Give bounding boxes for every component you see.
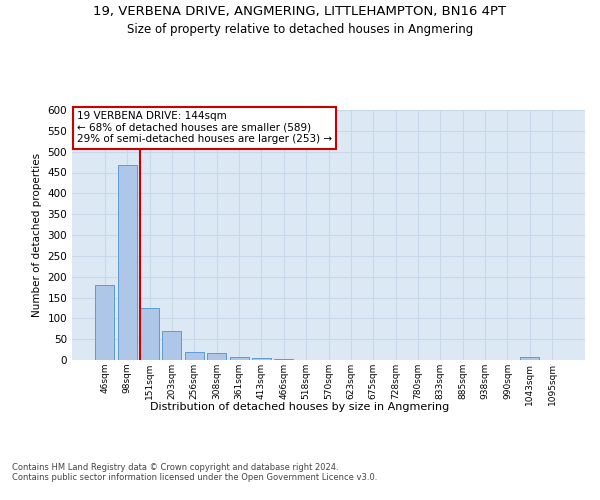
- Bar: [140, 308, 159, 360]
- Text: Size of property relative to detached houses in Angmering: Size of property relative to detached ho…: [127, 22, 473, 36]
- Bar: [252, 358, 271, 360]
- Text: 19, VERBENA DRIVE, ANGMERING, LITTLEHAMPTON, BN16 4PT: 19, VERBENA DRIVE, ANGMERING, LITTLEHAMP…: [94, 5, 506, 18]
- Bar: [118, 166, 137, 360]
- Bar: [185, 352, 204, 360]
- Text: Contains HM Land Registry data © Crown copyright and database right 2024.
Contai: Contains HM Land Registry data © Crown c…: [12, 462, 377, 482]
- Bar: [95, 285, 115, 360]
- Bar: [163, 331, 181, 360]
- Bar: [520, 356, 539, 360]
- Y-axis label: Number of detached properties: Number of detached properties: [32, 153, 42, 317]
- Text: Distribution of detached houses by size in Angmering: Distribution of detached houses by size …: [151, 402, 449, 412]
- Bar: [207, 352, 226, 360]
- Bar: [230, 356, 248, 360]
- Bar: [274, 359, 293, 360]
- Text: 19 VERBENA DRIVE: 144sqm
← 68% of detached houses are smaller (589)
29% of semi-: 19 VERBENA DRIVE: 144sqm ← 68% of detach…: [77, 112, 332, 144]
